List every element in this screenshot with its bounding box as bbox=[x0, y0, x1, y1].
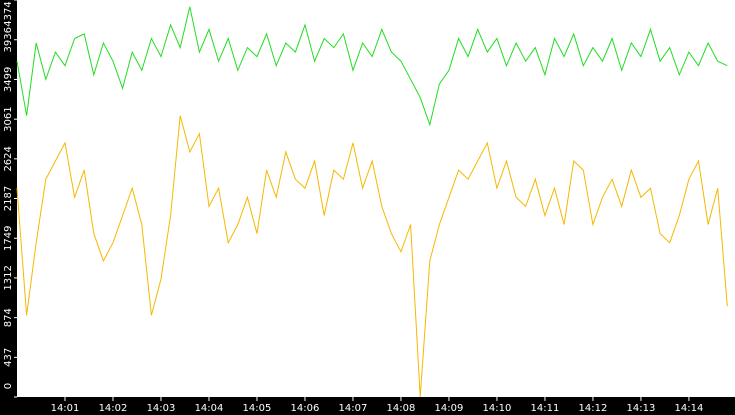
y-tick-label: 874 bbox=[3, 308, 14, 327]
y-tick-label: 4374 bbox=[3, 1, 14, 26]
x-tick-label: 14:09 bbox=[435, 403, 464, 414]
x-tick-label: 14:10 bbox=[483, 403, 512, 414]
y-tick-label: 2624 bbox=[3, 146, 14, 171]
y-tick-label: 0 bbox=[3, 383, 14, 389]
y-tick-label: 1749 bbox=[3, 226, 14, 251]
y-axis-strip bbox=[0, 0, 17, 415]
x-tick-label: 14:05 bbox=[243, 403, 272, 414]
series-line bbox=[16, 115, 728, 398]
x-tick-label: 14:01 bbox=[51, 403, 80, 414]
x-tick-label: 14:12 bbox=[579, 403, 608, 414]
x-tick-label: 14:03 bbox=[147, 403, 176, 414]
x-tick-label: 14:11 bbox=[531, 403, 560, 414]
y-tick-label: 3499 bbox=[3, 67, 14, 92]
x-tick-label: 14:08 bbox=[387, 403, 416, 414]
x-tick-label: 14:14 bbox=[675, 403, 704, 414]
x-axis-strip bbox=[0, 397, 735, 415]
x-tick-label: 14:07 bbox=[339, 403, 368, 414]
y-tick-label: 3936 bbox=[3, 27, 14, 52]
y-tick-label: 1312 bbox=[3, 265, 14, 290]
x-tick-label: 14:02 bbox=[99, 403, 128, 414]
x-tick-label: 14:06 bbox=[291, 403, 320, 414]
y-tick-label: 437 bbox=[3, 348, 14, 367]
x-tick-label: 14:04 bbox=[195, 403, 224, 414]
y-tick-label: 2187 bbox=[3, 186, 14, 211]
series-line bbox=[16, 6, 728, 127]
y-tick-label: 3061 bbox=[3, 106, 14, 131]
x-tick-label: 14:13 bbox=[627, 403, 656, 414]
